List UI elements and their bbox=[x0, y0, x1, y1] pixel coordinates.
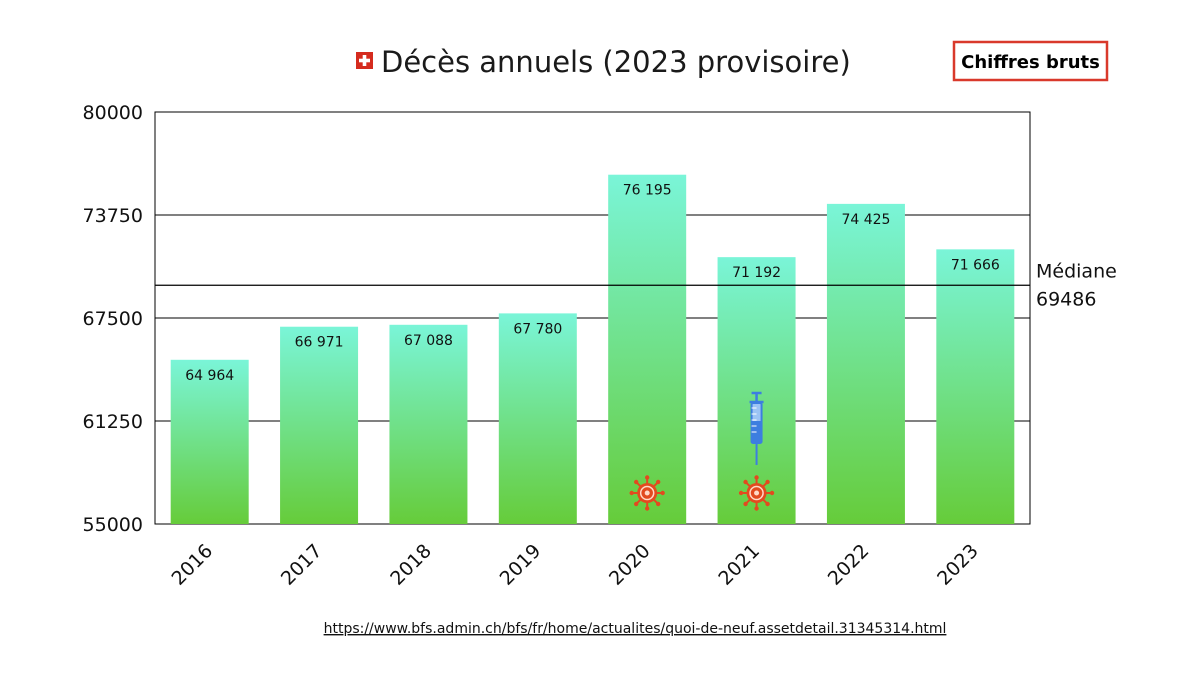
x-tick-label-2021: 2021 bbox=[714, 540, 764, 590]
bar-2023 bbox=[936, 249, 1015, 525]
swiss-flag-icon bbox=[356, 52, 373, 69]
median-line-group: Médiane 69486 bbox=[155, 260, 1117, 310]
value-label-2016: 64 964 bbox=[185, 368, 234, 384]
annotations bbox=[628, 391, 776, 512]
y-tick-label: 61250 bbox=[83, 411, 143, 433]
bar-2016 bbox=[170, 359, 249, 524]
x-axis-labels: 2016 2017 2018 2019 2020 2021 2022 2023 bbox=[167, 540, 982, 590]
value-labels: 64 964 66 971 67 088 67 780 76 195 71 192 74 4… bbox=[185, 183, 1000, 384]
value-label-2017: 66 971 bbox=[295, 335, 344, 351]
bar-2019 bbox=[498, 313, 577, 524]
y-tick-label: 55000 bbox=[83, 514, 143, 536]
value-label-2021: 71 192 bbox=[732, 265, 781, 281]
bar-2020 bbox=[608, 174, 687, 524]
x-tick-label-2017: 2017 bbox=[277, 540, 327, 590]
syringe-icon bbox=[749, 391, 764, 465]
value-label-2022: 74 425 bbox=[841, 212, 890, 228]
y-tick-label: 73750 bbox=[83, 205, 143, 227]
y-tick-label: 80000 bbox=[83, 102, 143, 124]
bar-2017 bbox=[280, 326, 359, 524]
source-link[interactable]: https://www.bfs.admin.ch/bfs/fr/home/act… bbox=[324, 621, 947, 637]
value-label-2020: 76 195 bbox=[623, 183, 672, 199]
x-tick-label-2023: 2023 bbox=[933, 540, 983, 590]
y-axis-ticks: 55000 61250 67500 73750 80000 bbox=[83, 102, 143, 536]
x-tick-label-2018: 2018 bbox=[386, 540, 436, 590]
bars bbox=[170, 174, 1015, 525]
x-tick-label-2020: 2020 bbox=[605, 540, 655, 590]
chart-title-text: Décès annuels (2023 provisoire) bbox=[381, 45, 851, 79]
median-label: Médiane bbox=[1036, 260, 1117, 282]
virus-icon bbox=[628, 474, 666, 512]
badge-label: Chiffres bruts bbox=[961, 52, 1100, 73]
virus-icon bbox=[737, 474, 776, 512]
value-label-2019: 67 780 bbox=[513, 321, 562, 337]
value-label-2018: 67 088 bbox=[404, 333, 453, 349]
x-tick-label-2016: 2016 bbox=[167, 540, 217, 590]
value-label-2023: 71 666 bbox=[951, 257, 1000, 273]
y-tick-label: 67500 bbox=[83, 308, 143, 330]
bar-2022 bbox=[826, 203, 905, 524]
x-tick-label-2019: 2019 bbox=[496, 540, 546, 590]
chart-title: Décès annuels (2023 provisoire) bbox=[356, 45, 851, 79]
median-value: 69486 bbox=[1036, 288, 1096, 310]
x-tick-label-2022: 2022 bbox=[824, 540, 874, 590]
raw-figures-badge: Chiffres bruts bbox=[952, 40, 1109, 82]
bar-2018 bbox=[389, 324, 468, 524]
